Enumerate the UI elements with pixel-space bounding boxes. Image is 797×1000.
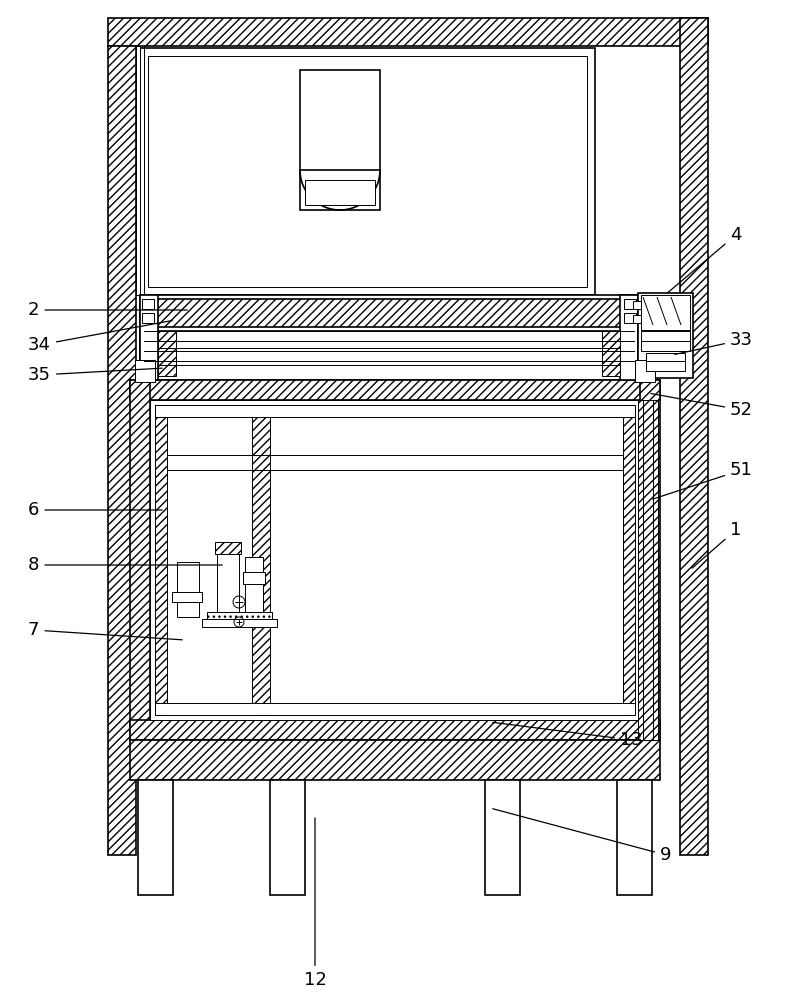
- Bar: [624, 299, 636, 309]
- Bar: [140, 295, 158, 380]
- Bar: [135, 360, 155, 382]
- Bar: [130, 720, 660, 740]
- Bar: [138, 780, 173, 895]
- Bar: [633, 315, 641, 323]
- Bar: [155, 405, 167, 715]
- Bar: [617, 780, 652, 895]
- Text: 2: 2: [28, 301, 187, 319]
- Bar: [148, 56, 587, 287]
- Bar: [305, 180, 375, 205]
- Bar: [215, 542, 241, 554]
- Bar: [202, 619, 277, 627]
- Bar: [270, 780, 305, 895]
- Bar: [136, 46, 140, 295]
- Text: 6: 6: [28, 501, 163, 519]
- Text: 13: 13: [493, 722, 643, 749]
- Bar: [217, 542, 239, 617]
- Bar: [155, 703, 635, 715]
- Bar: [640, 380, 660, 740]
- Bar: [252, 405, 270, 715]
- Bar: [641, 295, 690, 330]
- Text: 8: 8: [28, 556, 222, 574]
- Text: 12: 12: [304, 818, 327, 989]
- Bar: [680, 18, 708, 855]
- Bar: [172, 592, 202, 602]
- Bar: [140, 295, 638, 380]
- Text: 34: 34: [28, 321, 172, 354]
- Text: 9: 9: [493, 809, 672, 864]
- Text: 7: 7: [28, 621, 183, 640]
- Bar: [485, 780, 520, 895]
- Bar: [646, 353, 685, 371]
- Text: 4: 4: [667, 226, 741, 293]
- Bar: [633, 301, 641, 309]
- Bar: [140, 48, 595, 295]
- Bar: [207, 612, 272, 620]
- Bar: [624, 313, 636, 323]
- Bar: [108, 18, 708, 46]
- Bar: [144, 299, 634, 327]
- Text: 33: 33: [675, 331, 753, 354]
- Bar: [300, 70, 380, 210]
- Bar: [602, 331, 620, 376]
- Bar: [177, 562, 199, 617]
- Bar: [243, 572, 265, 584]
- Bar: [638, 400, 658, 740]
- Text: 51: 51: [653, 461, 753, 499]
- Bar: [150, 400, 640, 720]
- Text: 52: 52: [650, 393, 753, 419]
- Text: 35: 35: [28, 366, 163, 384]
- Bar: [635, 360, 655, 382]
- Bar: [620, 295, 638, 380]
- Bar: [641, 331, 690, 351]
- Bar: [130, 380, 150, 740]
- Bar: [142, 313, 154, 323]
- Bar: [108, 46, 136, 855]
- Bar: [245, 557, 263, 617]
- Bar: [130, 380, 660, 400]
- Bar: [623, 405, 635, 715]
- Text: 1: 1: [692, 521, 741, 568]
- Bar: [638, 293, 693, 378]
- Bar: [158, 331, 176, 376]
- Bar: [142, 299, 154, 309]
- Bar: [155, 405, 635, 417]
- Bar: [130, 740, 660, 780]
